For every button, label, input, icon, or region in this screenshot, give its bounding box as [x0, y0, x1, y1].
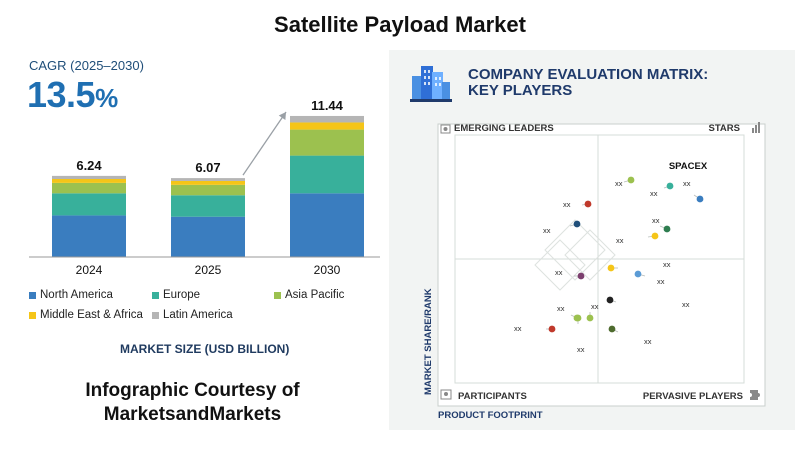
company-dot	[663, 225, 671, 233]
legend-europe: Europe	[152, 289, 200, 301]
quadrant-pervasive-players: PERVASIVE PLAYERS	[643, 391, 743, 402]
bar-segment-latin-america-2025	[171, 178, 245, 181]
matrix-title-line-2: KEY PLAYERS	[468, 82, 573, 99]
buildings-icon	[410, 66, 452, 102]
legend-label: Latin America	[163, 309, 233, 321]
bar-segment-middle-east-africa-2030	[290, 122, 364, 130]
company-dot	[608, 325, 616, 333]
bar-segment-asia-pacific-2024	[52, 182, 126, 194]
company-label: xx	[682, 300, 690, 309]
company-dot	[548, 325, 556, 333]
quadrant-stars: STARS	[709, 123, 741, 134]
legend-asia-pacific: Asia Pacific	[274, 289, 344, 301]
company-label: xx	[616, 236, 624, 245]
company-dot	[666, 182, 674, 190]
legend-swatch	[274, 291, 281, 299]
company-dot	[634, 270, 642, 278]
company-label: xx	[555, 268, 563, 277]
x-tick-label-2024: 2024	[76, 263, 103, 277]
bar-total-label-2024: 6.24	[76, 158, 102, 173]
company-label: xx	[543, 226, 551, 235]
bar-segment-europe-2025	[171, 195, 245, 217]
company-label: xx	[563, 200, 571, 209]
legend-north-america: North America	[29, 289, 113, 301]
courtesy-line-2: MarketsandMarkets	[103, 404, 282, 425]
bar-segment-asia-pacific-2030	[290, 129, 364, 156]
growth-arrow-head	[278, 111, 286, 120]
legend-swatch	[152, 311, 159, 319]
bar-total-label-2025: 6.07	[195, 160, 220, 175]
company-dot	[584, 200, 592, 208]
company-label: xx	[652, 216, 660, 225]
company-dot	[577, 272, 585, 280]
bar-segment-asia-pacific-2025	[171, 184, 245, 196]
bar-segment-europe-2030	[290, 155, 364, 194]
company-label: xx	[615, 179, 623, 188]
emerging-leaders-icon	[440, 124, 451, 134]
bar-segment-middle-east-africa-2024	[52, 179, 126, 183]
growth-arrow	[242, 111, 287, 176]
company-dot	[586, 314, 594, 322]
company-label: xx	[591, 302, 599, 311]
legend-swatch	[29, 291, 36, 299]
bar-segment-europe-2024	[52, 193, 126, 216]
company-label: xx	[577, 345, 585, 354]
legend-label: Middle East & Africa	[40, 309, 143, 321]
bar-segment-north-america-2024	[52, 215, 126, 257]
cagr-value: 13.5%	[27, 74, 118, 116]
company-label: xx	[514, 324, 522, 333]
bar-segment-latin-america-2030	[290, 115, 364, 123]
bar-segment-latin-america-2024	[52, 175, 126, 179]
company-label: xx	[557, 304, 565, 313]
legend-label: Asia Pacific	[285, 289, 345, 301]
legend-middle-east-africa: Middle East & Africa	[29, 309, 143, 321]
cagr-unit: %	[95, 83, 118, 113]
company-dot	[606, 296, 614, 304]
quadrant-participants: PARTICIPANTS	[458, 391, 527, 402]
company-dot	[627, 176, 635, 184]
bar-segment-middle-east-africa-2025	[171, 180, 245, 185]
company-label: xx	[657, 277, 665, 286]
courtesy-text: Infographic Courtesy of MarketsandMarket…	[0, 379, 385, 427]
company-label: xx	[683, 179, 691, 188]
cagr-label: CAGR (2025–2030)	[29, 58, 144, 73]
y-axis-label: MARKET SHARE/RANK	[423, 288, 434, 395]
cagr-number: 13.5	[27, 74, 96, 115]
company-label: xx	[663, 260, 671, 269]
company-dot	[574, 314, 582, 322]
pervasive-players-icon	[750, 390, 760, 400]
company-dot	[696, 195, 704, 203]
market-bar-chart: 6.24 2024 6.07 2025 11.44 2030	[29, 98, 380, 277]
x-axis-title: MARKET SIZE (USD BILLION)	[120, 342, 290, 356]
legend-label: Europe	[163, 289, 201, 301]
matrix-title: COMPANY EVALUATION MATRIX: KEY PLAYERS	[468, 67, 768, 99]
bar-segment-north-america-2030	[290, 193, 364, 257]
x-tick-label-2030: 2030	[314, 263, 341, 277]
x-tick-label-2025: 2025	[195, 263, 222, 277]
participants-icon	[440, 389, 452, 400]
stars-icon	[752, 122, 760, 133]
company-dot	[573, 220, 581, 228]
matrix-title-line-1: COMPANY EVALUATION MATRIX:	[468, 66, 709, 83]
page-title: Satellite Payload Market	[274, 12, 526, 37]
legend-latin-america: Latin America	[152, 309, 233, 321]
company-dot	[651, 232, 659, 240]
x-axis-label: PRODUCT FOOTPRINT	[438, 410, 543, 421]
legend-swatch	[29, 311, 36, 319]
company-label: xx	[644, 337, 652, 346]
company-label: xx	[650, 189, 658, 198]
company-dot	[607, 264, 615, 272]
bar-total-label-2030: 11.44	[311, 98, 344, 113]
legend-label: North America	[40, 289, 113, 301]
bar-segment-north-america-2025	[171, 216, 245, 257]
legend-swatch	[152, 291, 159, 299]
quadrant-emerging-leaders: EMERGING LEADERS	[454, 123, 554, 134]
spacex-label: SPACEX	[669, 161, 708, 172]
courtesy-line-1: Infographic Courtesy of	[85, 380, 300, 401]
matrix-diamonds	[534, 219, 616, 291]
company-points: xx xx xx xx xx xx xx xx xx xx xx xx xx xx xx xx	[514, 176, 704, 354]
